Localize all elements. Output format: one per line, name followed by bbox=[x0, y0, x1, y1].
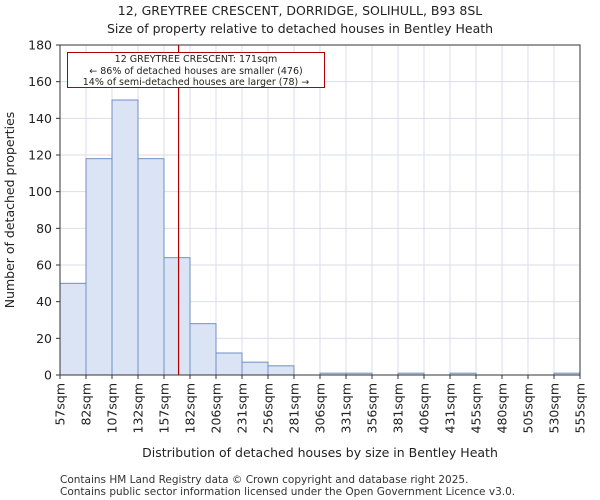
footer-copyright: Contains HM Land Registry data © Crown c… bbox=[60, 474, 469, 486]
y-axis-label: Number of detached properties bbox=[2, 112, 17, 309]
x-tick-label: 231sqm bbox=[235, 383, 250, 433]
annotation-line-2: ← 86% of detached houses are smaller (47… bbox=[89, 65, 303, 77]
histogram-bar bbox=[163, 257, 191, 376]
x-tick-label: 82sqm bbox=[79, 383, 94, 426]
chart-title-address: 12, GREYTREE CRESCENT, DORRIDGE, SOLIHUL… bbox=[117, 3, 483, 18]
x-tick-label: 505sqm bbox=[521, 383, 536, 433]
histogram-bar bbox=[85, 158, 113, 376]
x-tick-label: 406sqm bbox=[417, 383, 432, 433]
y-tick-label: 40 bbox=[36, 294, 52, 309]
y-tick-label: 80 bbox=[36, 221, 52, 236]
y-tick-label: 180 bbox=[28, 38, 52, 53]
annotation-line-3: 14% of semi-detached houses are larger (… bbox=[82, 77, 310, 88]
property-annotation-box: 12 GREYTREE CRESCENT: 171sqm ← 86% of de… bbox=[67, 52, 325, 88]
x-tick-label: 182sqm bbox=[183, 383, 198, 433]
y-tick-label: 60 bbox=[36, 258, 52, 273]
histogram-bar bbox=[241, 361, 269, 376]
chart-title: Size of property relative to detached ho… bbox=[106, 21, 494, 36]
footer-licence: Contains public sector information licen… bbox=[60, 486, 516, 498]
x-tick-label: 206sqm bbox=[209, 383, 224, 433]
x-tick-label: 555sqm bbox=[573, 383, 588, 433]
y-tick-label: 100 bbox=[28, 184, 52, 199]
histogram-bar bbox=[111, 99, 139, 376]
histogram-bar bbox=[189, 323, 217, 376]
histogram-bar bbox=[137, 158, 165, 376]
x-axis-label: Distribution of detached houses by size … bbox=[142, 445, 498, 460]
x-tick-label: 256sqm bbox=[261, 383, 276, 433]
x-tick-label: 132sqm bbox=[131, 383, 146, 433]
y-tick-label: 120 bbox=[28, 148, 52, 163]
x-tick-label: 530sqm bbox=[547, 383, 562, 433]
y-tick-label: 20 bbox=[36, 331, 52, 346]
x-tick-label: 157sqm bbox=[157, 383, 172, 433]
histogram-bar bbox=[215, 352, 243, 376]
histogram-bar bbox=[59, 282, 87, 376]
x-tick-label: 306sqm bbox=[313, 383, 328, 433]
y-tick-label: 140 bbox=[28, 111, 52, 126]
x-tick-label: 281sqm bbox=[287, 383, 302, 433]
x-tick-label: 431sqm bbox=[443, 383, 458, 433]
x-tick-label: 455sqm bbox=[469, 383, 484, 433]
x-tick-label: 57sqm bbox=[53, 383, 68, 426]
x-tick-label: 107sqm bbox=[105, 383, 120, 433]
annotation-line-1: 12 GREYTREE CRESCENT: 171sqm bbox=[114, 54, 278, 65]
x-tick-label: 381sqm bbox=[391, 383, 406, 433]
x-tick-label: 356sqm bbox=[365, 383, 380, 433]
x-tick-label: 331sqm bbox=[339, 383, 354, 433]
x-tick-label: 480sqm bbox=[495, 383, 510, 433]
histogram-bar bbox=[267, 365, 295, 376]
y-tick-label: 160 bbox=[28, 74, 52, 89]
y-tick-label: 0 bbox=[44, 368, 52, 383]
histogram-chart: 0 20 40 60 80 100 120 140 160 180 57sqm 82sqm 107sqm… bbox=[2, 38, 588, 461]
